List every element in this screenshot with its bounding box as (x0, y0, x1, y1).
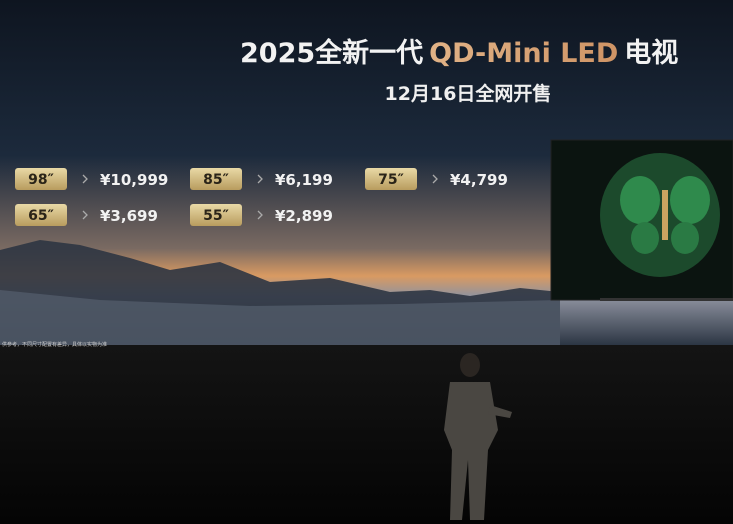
tv-art (631, 222, 659, 254)
presenter-arm (488, 405, 512, 418)
price: ¥4,799 (450, 171, 508, 189)
size-badge (365, 168, 417, 190)
presenter (444, 353, 512, 520)
presenter-head (460, 353, 480, 377)
arrow-icon (432, 174, 438, 184)
title-highlight: QD-Mini LED (429, 38, 618, 69)
price: ¥10,999 (100, 171, 168, 189)
size-badge (15, 204, 67, 226)
arrow-icon (257, 210, 263, 220)
presenter-body (444, 382, 498, 520)
tv (550, 139, 733, 301)
price: ¥2,899 (275, 207, 333, 225)
tv-art (671, 222, 699, 254)
size-badge (190, 168, 242, 190)
arrow-icon (82, 210, 88, 220)
size-badge (15, 168, 67, 190)
size-label: 98″ (28, 172, 54, 188)
size-label: 75″ (378, 172, 404, 188)
arrow-icon (82, 174, 88, 184)
title-suffix: 电视 (624, 38, 678, 69)
size-label: 55″ (203, 208, 229, 224)
subtitle: 12月16日全网开售 (385, 82, 552, 105)
price: ¥6,199 (275, 171, 333, 189)
tv-stand (600, 298, 733, 301)
size-label: 85″ (203, 172, 229, 188)
tv-art (662, 190, 668, 240)
water (0, 290, 560, 345)
size-badge (190, 204, 242, 226)
stage-floor (0, 345, 733, 524)
title-prefix: 2025全新一代 (240, 37, 423, 69)
price-list: 98″ ¥10,999 85″ ¥6,199 75″ ¥4,799 65″ ¥3,699 55″… (15, 168, 508, 226)
tv-art (620, 176, 660, 224)
price: ¥3,699 (100, 207, 158, 225)
footnote: 供参考，不同尺寸配置有差异，具体以实物为准 (2, 341, 107, 348)
title: 2025全新一代 QD-Mini LED 电视 (240, 37, 678, 69)
size-label: 65″ (28, 208, 54, 224)
arrow-icon (257, 174, 263, 184)
tv-art (670, 176, 710, 224)
